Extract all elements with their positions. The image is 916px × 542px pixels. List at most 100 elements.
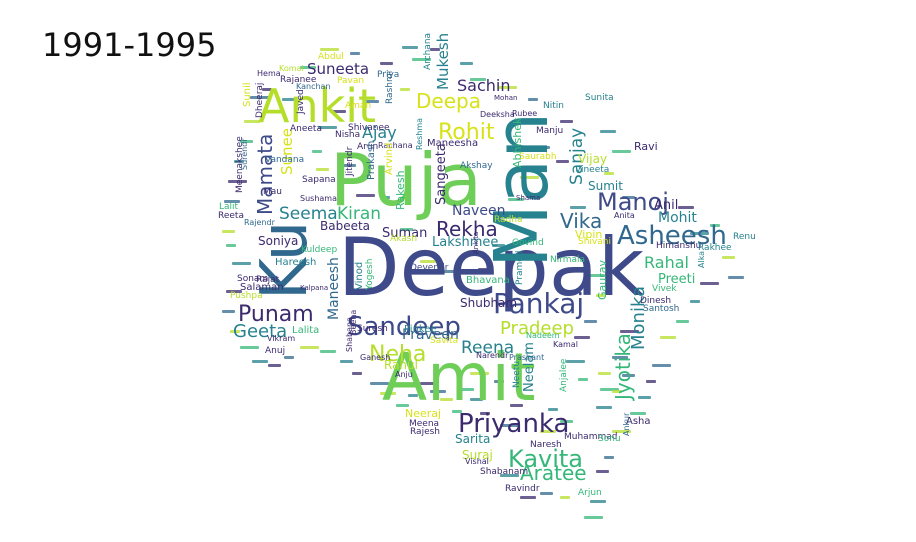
filler-mark [612, 390, 622, 393]
word-lalit: Lalit [219, 202, 239, 212]
word-praveen: Praveen [402, 327, 459, 343]
word-anil: Anil [654, 198, 678, 213]
word-akash: Akash [390, 234, 417, 244]
filler-mark [420, 260, 436, 263]
word-muhammad: Muhammad [564, 432, 617, 442]
word-nirmala: Nirmala [550, 255, 585, 265]
filler-mark [222, 310, 235, 313]
word-abdul: Abdul [318, 52, 344, 62]
word-saurabh: Saurabh [519, 152, 557, 162]
word-neeraj: Neeraj [405, 407, 441, 420]
word-anuj: Anuj [265, 346, 285, 356]
filler-mark [590, 500, 606, 503]
filler-mark [540, 146, 550, 149]
word-shubham: Shubham [460, 296, 517, 310]
filler-mark [412, 58, 431, 61]
filler-mark [458, 388, 474, 391]
filler-mark [470, 398, 483, 401]
filler-mark [312, 150, 322, 153]
filler-mark [600, 130, 616, 133]
filler-mark [710, 224, 720, 227]
filler-mark [494, 380, 504, 383]
filler-mark [356, 194, 375, 197]
word-radha: Radha [494, 215, 523, 225]
filler-mark [226, 290, 242, 293]
filler-mark [528, 98, 538, 101]
word-maneesh: Maneesh [326, 257, 342, 320]
word-shama: Shama [516, 194, 540, 202]
word-kiran: Kiran [337, 204, 381, 224]
filler-mark [320, 48, 339, 51]
word-neetu: Neetu [512, 361, 522, 388]
filler-mark [604, 456, 614, 459]
word-govind: Govind [512, 238, 544, 248]
filler-mark [352, 372, 362, 375]
word-sangeeta: Sangeeta [434, 143, 449, 205]
filler-mark [234, 160, 244, 163]
word-rajendr: Rajendr [244, 218, 276, 227]
word-suraj: Suraj [462, 448, 493, 462]
filler-mark [268, 364, 281, 367]
word-lalita: Lalita [292, 325, 319, 336]
filler-mark [470, 78, 486, 81]
word-reena: Reena [461, 338, 514, 358]
word-seema: Seema [279, 204, 338, 224]
word-ku: Ku [248, 221, 322, 300]
word-deepak: Deepak [338, 221, 645, 314]
word-rubee: Rubee [512, 109, 537, 118]
filler-mark [396, 404, 409, 407]
word-mamata: Mamata [253, 134, 277, 215]
word-sunita: Sunita [585, 93, 614, 103]
filler-mark [492, 244, 505, 247]
filler-mark [250, 96, 269, 99]
word-amit: Amit [382, 339, 536, 416]
word-ankita: Ankita [472, 232, 480, 254]
word-surendr: Surendr [240, 138, 249, 170]
filler-mark [400, 88, 410, 91]
filler-mark [560, 120, 573, 123]
filler-mark [478, 268, 488, 271]
word-shabanam: Shabanam [480, 467, 528, 477]
filler-mark [300, 346, 319, 349]
word-pinkee: Pinkee [404, 324, 437, 335]
filler-mark [380, 62, 393, 65]
word-nisha: Nisha [335, 130, 360, 140]
filler-mark [500, 424, 519, 427]
word-shabana: Shabana [345, 317, 354, 352]
word-prashant: Prashant [509, 353, 544, 362]
word-komal: Komal [279, 64, 304, 73]
filler-mark [722, 256, 735, 259]
word-priyanka: Priyanka [458, 409, 569, 439]
word-soniya: Soniya [258, 234, 298, 248]
word-arun: Arun [357, 142, 378, 152]
word-shivanee: Shivanee [348, 123, 390, 133]
word-pavan: Pavan [337, 76, 364, 86]
word-sanjay: Sanjay [567, 128, 587, 185]
filler-mark [318, 126, 337, 129]
word-jyotika: Jyotika [611, 333, 635, 402]
filler-mark [500, 474, 519, 477]
filler-mark [622, 374, 635, 377]
filler-mark [350, 52, 360, 55]
filler-mark [510, 404, 523, 407]
filler-mark [340, 360, 353, 363]
filler-mark [452, 410, 462, 413]
word-santosh: Santosh [643, 304, 679, 314]
filler-mark [620, 330, 639, 333]
filler-mark [252, 360, 268, 363]
filler-mark [460, 62, 473, 65]
filler-mark [440, 270, 459, 273]
filler-mark [690, 232, 709, 235]
filler-mark [652, 364, 671, 367]
filler-mark [646, 380, 656, 383]
word-sumit: Sumit [588, 179, 623, 193]
word-arjun: Arjun [578, 488, 602, 498]
word-gaurav: Gaurav [596, 260, 609, 300]
word-naveen: Naveen [452, 203, 505, 219]
word-kalpana: Kalpana [300, 284, 328, 292]
word-savita: Savita [430, 336, 458, 346]
word-vandana: Vandana [265, 155, 304, 165]
filler-mark [370, 382, 389, 385]
word-rajat: Rajat [256, 275, 280, 285]
filler-mark [612, 430, 631, 433]
